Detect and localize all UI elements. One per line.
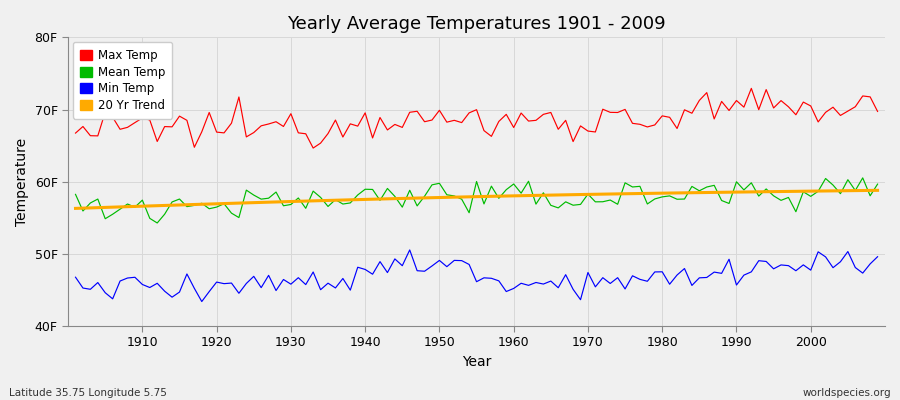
Text: worldspecies.org: worldspecies.org (803, 388, 891, 398)
Y-axis label: Temperature: Temperature (15, 138, 29, 226)
Text: Latitude 35.75 Longitude 5.75: Latitude 35.75 Longitude 5.75 (9, 388, 166, 398)
X-axis label: Year: Year (462, 355, 491, 369)
Legend: Max Temp, Mean Temp, Min Temp, 20 Yr Trend: Max Temp, Mean Temp, Min Temp, 20 Yr Tre… (73, 42, 172, 119)
Title: Yearly Average Temperatures 1901 - 2009: Yearly Average Temperatures 1901 - 2009 (287, 15, 666, 33)
